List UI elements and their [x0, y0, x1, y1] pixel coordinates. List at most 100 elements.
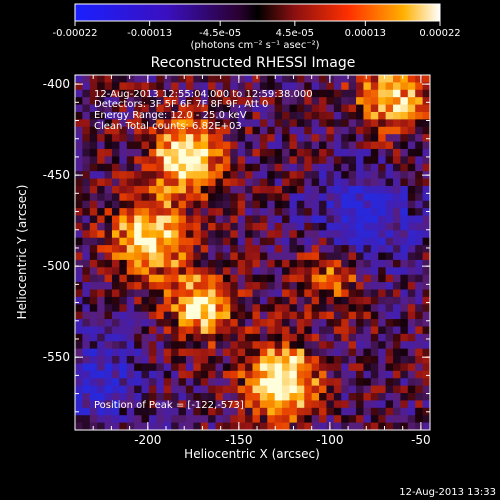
heatmap-cell: [75, 333, 83, 342]
heatmap-cell: [163, 407, 172, 416]
heatmap-cell: [134, 245, 143, 254]
heatmap-cell: [400, 148, 409, 157]
heatmap-cell: [407, 126, 416, 135]
heatmap-cell: [245, 356, 254, 365]
heatmap-cell: [141, 82, 150, 91]
heatmap-cell: [282, 385, 291, 394]
heatmap-cell: [230, 185, 239, 194]
heatmap-cell: [200, 282, 209, 291]
heatmap-cell: [185, 82, 194, 91]
heatmap-cell: [274, 163, 283, 172]
heatmap-cell: [200, 267, 209, 276]
heatmap-cell: [311, 385, 320, 394]
heatmap-cell: [75, 370, 83, 379]
heatmap-cell: [230, 141, 239, 150]
heatmap-cell: [304, 148, 313, 157]
heatmap-cell: [252, 75, 261, 83]
heatmap-cell: [245, 119, 254, 128]
heatmap-cell: [259, 111, 268, 120]
heatmap-cell: [208, 200, 217, 209]
heatmap-cell: [282, 378, 291, 387]
heatmap-cell: [407, 252, 416, 261]
heatmap-cell: [134, 75, 143, 83]
heatmap-cell: [341, 422, 350, 430]
heatmap-cell: [356, 185, 365, 194]
heatmap-cell: [400, 282, 409, 291]
heatmap-cell: [193, 326, 202, 335]
heatmap-cell: [400, 97, 409, 106]
heatmap-cell: [341, 97, 350, 106]
heatmap-cell: [415, 415, 424, 424]
heatmap-cell: [156, 296, 165, 305]
heatmap-cell: [141, 393, 150, 402]
heatmap-cell: [230, 178, 239, 187]
heatmap-cell: [104, 333, 113, 342]
heatmap-cell: [141, 267, 150, 276]
heatmap-cell: [208, 185, 217, 194]
heatmap-cell: [341, 89, 350, 98]
heatmap-cell: [348, 141, 357, 150]
heatmap-cell: [326, 111, 335, 120]
heatmap-cell: [156, 363, 165, 372]
heatmap-cell: [252, 178, 261, 187]
heatmap-cell: [245, 259, 254, 268]
heatmap-cell: [378, 89, 387, 98]
heatmap-cell: [97, 356, 106, 365]
heatmap-cell: [200, 378, 209, 387]
heatmap-cell: [348, 363, 357, 372]
heatmap-cell: [97, 326, 106, 335]
heatmap-cell: [222, 230, 231, 239]
heatmap-cell: [230, 215, 239, 224]
heatmap-cell: [163, 326, 172, 335]
heatmap-cell: [185, 178, 194, 187]
heatmap-cell: [75, 75, 83, 83]
heatmap-cell: [422, 319, 430, 328]
heatmap-cell: [148, 348, 157, 357]
heatmap-cell: [185, 215, 194, 224]
heatmap-cell: [89, 422, 98, 430]
heatmap-cell: [363, 178, 372, 187]
heatmap-cell: [282, 274, 291, 283]
heatmap-cell: [326, 185, 335, 194]
heatmap-cell: [245, 326, 254, 335]
heatmap-cell: [156, 311, 165, 320]
heatmap-cell: [237, 104, 246, 113]
heatmap-cell: [363, 363, 372, 372]
heatmap-cell: [75, 326, 83, 335]
heatmap-cell: [237, 89, 246, 98]
heatmap-cell: [267, 111, 276, 120]
y-tick-label: -450: [43, 168, 70, 182]
heatmap-cell: [415, 208, 424, 217]
heatmap-cell: [319, 356, 328, 365]
heatmap-cell: [311, 326, 320, 335]
heatmap-cell: [111, 222, 120, 231]
heatmap-cell: [126, 171, 135, 180]
heatmap-cell: [82, 333, 91, 342]
heatmap-cell: [148, 89, 157, 98]
heatmap-cell: [97, 156, 106, 165]
heatmap-cell: [422, 178, 430, 187]
heatmap-cell: [319, 215, 328, 224]
heatmap-cell: [356, 126, 365, 135]
heatmap-cell: [274, 215, 283, 224]
heatmap-cell: [356, 97, 365, 106]
heatmap-cell: [326, 267, 335, 276]
heatmap-cell: [370, 274, 379, 283]
heatmap-cell: [422, 156, 430, 165]
heatmap-cell: [148, 400, 157, 409]
heatmap-cell: [259, 274, 268, 283]
heatmap-cell: [97, 215, 106, 224]
x-axis-label: Heliocentric X (arcsec): [184, 447, 320, 461]
heatmap-cell: [393, 200, 402, 209]
heatmap-cell: [208, 222, 217, 231]
heatmap-cell: [289, 289, 298, 298]
heatmap-cell: [363, 89, 372, 98]
heatmap-cell: [370, 111, 379, 120]
heatmap-cell: [163, 400, 172, 409]
heatmap-cell: [75, 89, 83, 98]
heatmap-cell: [134, 185, 143, 194]
heatmap-cell: [259, 326, 268, 335]
heatmap-cell: [208, 289, 217, 298]
heatmap-cell: [393, 171, 402, 180]
heatmap-cell: [148, 111, 157, 120]
